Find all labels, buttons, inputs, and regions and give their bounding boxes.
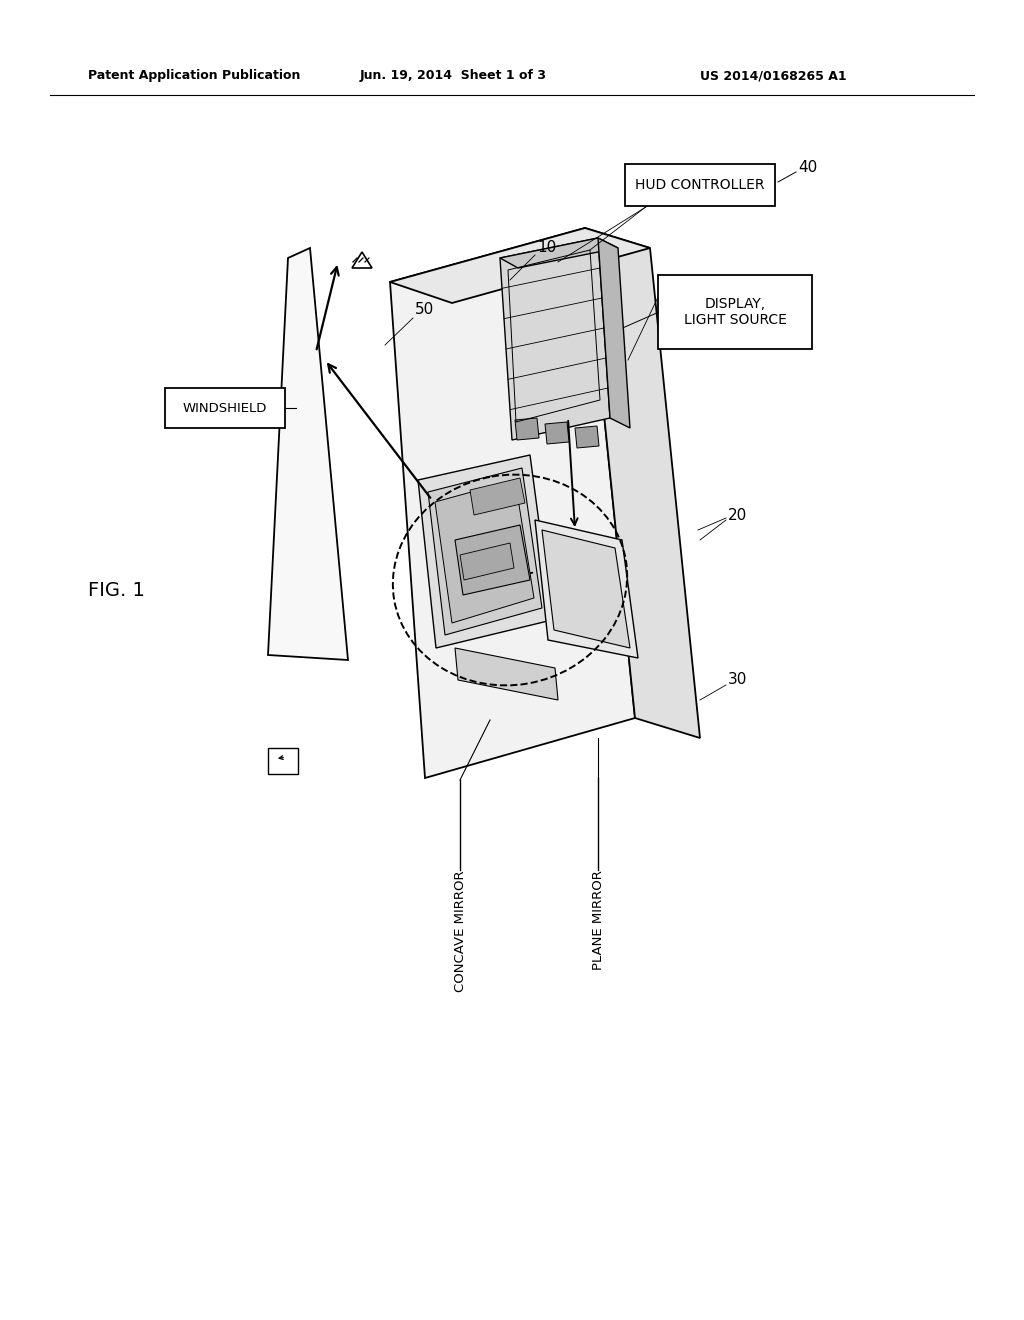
Polygon shape xyxy=(268,248,348,660)
Text: PLANE MIRROR: PLANE MIRROR xyxy=(592,870,604,970)
FancyBboxPatch shape xyxy=(625,164,775,206)
Polygon shape xyxy=(598,238,630,428)
Polygon shape xyxy=(470,478,525,515)
Text: HUD CONTROLLER: HUD CONTROLLER xyxy=(635,178,765,191)
Polygon shape xyxy=(428,469,542,635)
Text: FIG. 1: FIG. 1 xyxy=(88,581,144,599)
Text: 20: 20 xyxy=(728,507,748,523)
FancyBboxPatch shape xyxy=(165,388,285,428)
Polygon shape xyxy=(500,238,618,268)
Polygon shape xyxy=(542,531,630,648)
Text: LIGHT SOURCE: LIGHT SOURCE xyxy=(684,313,786,327)
Text: DISPLAY,: DISPLAY, xyxy=(705,297,766,312)
Text: Jun. 19, 2014  Sheet 1 of 3: Jun. 19, 2014 Sheet 1 of 3 xyxy=(360,70,547,82)
Polygon shape xyxy=(390,228,650,304)
Text: WINDSHIELD: WINDSHIELD xyxy=(183,401,267,414)
Polygon shape xyxy=(460,543,514,579)
Polygon shape xyxy=(535,520,638,657)
Text: 50: 50 xyxy=(415,302,434,318)
Text: CONCAVE MIRROR: CONCAVE MIRROR xyxy=(454,870,467,991)
Polygon shape xyxy=(585,228,700,738)
FancyBboxPatch shape xyxy=(658,275,812,348)
Polygon shape xyxy=(575,426,599,447)
Polygon shape xyxy=(515,418,539,440)
Polygon shape xyxy=(455,525,530,595)
Polygon shape xyxy=(418,455,552,648)
Polygon shape xyxy=(545,422,569,444)
FancyBboxPatch shape xyxy=(268,748,298,774)
Polygon shape xyxy=(500,238,610,440)
Text: 30: 30 xyxy=(728,672,748,688)
Text: Patent Application Publication: Patent Application Publication xyxy=(88,70,300,82)
Text: 10: 10 xyxy=(537,240,556,256)
Text: 40: 40 xyxy=(798,161,817,176)
Polygon shape xyxy=(390,228,635,777)
Polygon shape xyxy=(455,648,558,700)
Text: US 2014/0168265 A1: US 2014/0168265 A1 xyxy=(700,70,847,82)
Polygon shape xyxy=(435,480,534,623)
